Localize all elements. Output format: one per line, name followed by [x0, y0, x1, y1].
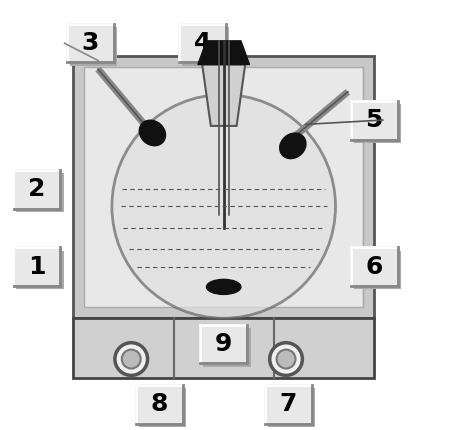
FancyBboxPatch shape [353, 104, 400, 143]
Text: 8: 8 [150, 392, 167, 416]
Polygon shape [197, 41, 249, 64]
FancyBboxPatch shape [13, 247, 60, 286]
Ellipse shape [279, 133, 305, 159]
Circle shape [276, 350, 295, 369]
Text: 2: 2 [28, 177, 45, 201]
Polygon shape [202, 64, 245, 126]
Circle shape [121, 350, 141, 369]
Circle shape [111, 95, 335, 318]
Ellipse shape [139, 120, 165, 146]
Text: 5: 5 [365, 108, 382, 132]
Text: 9: 9 [215, 332, 232, 356]
FancyBboxPatch shape [350, 101, 397, 140]
FancyBboxPatch shape [13, 170, 60, 209]
FancyBboxPatch shape [203, 328, 250, 367]
FancyBboxPatch shape [135, 385, 182, 424]
Circle shape [115, 343, 147, 375]
FancyBboxPatch shape [70, 27, 117, 66]
FancyBboxPatch shape [139, 388, 186, 427]
FancyBboxPatch shape [268, 388, 314, 427]
Ellipse shape [206, 280, 240, 295]
Text: 3: 3 [81, 31, 99, 55]
FancyBboxPatch shape [200, 325, 247, 363]
Text: 6: 6 [365, 255, 382, 279]
FancyBboxPatch shape [353, 251, 400, 289]
Text: 4: 4 [193, 31, 210, 55]
FancyBboxPatch shape [16, 173, 64, 212]
FancyBboxPatch shape [264, 385, 311, 424]
Circle shape [269, 343, 302, 375]
FancyBboxPatch shape [73, 318, 374, 378]
FancyBboxPatch shape [73, 56, 374, 318]
Text: 7: 7 [279, 392, 296, 416]
FancyBboxPatch shape [350, 247, 397, 286]
FancyBboxPatch shape [182, 27, 229, 66]
FancyBboxPatch shape [16, 251, 64, 289]
Text: 1: 1 [28, 255, 46, 279]
FancyBboxPatch shape [178, 24, 225, 62]
FancyBboxPatch shape [66, 24, 114, 62]
FancyBboxPatch shape [84, 67, 363, 307]
